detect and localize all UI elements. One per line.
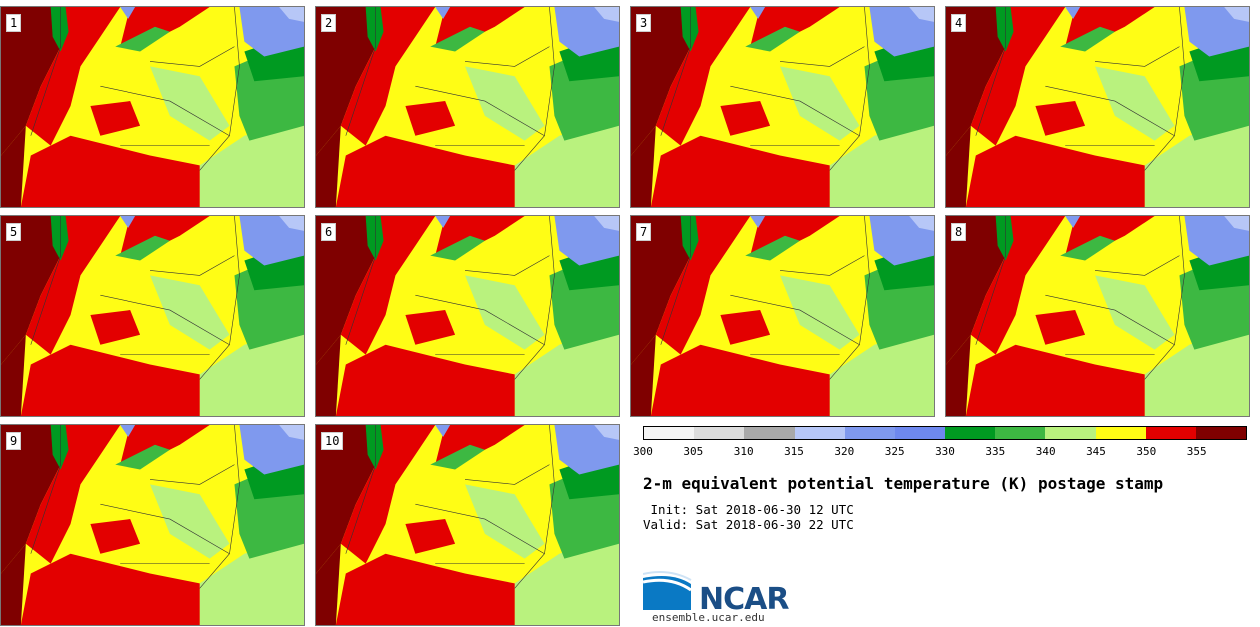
map-field — [316, 425, 619, 625]
colorbar-tick-label: 300 — [633, 445, 653, 458]
colorbar-swatch — [945, 427, 996, 439]
colorbar-swatch — [644, 427, 695, 439]
colorbar-swatch — [844, 427, 895, 439]
colorbar-tick-label: 335 — [985, 445, 1006, 458]
member-panel-7: 7 — [630, 215, 935, 417]
colorbar-tick-label: 355 — [1186, 445, 1207, 458]
colorbar-ticks: 300 305 310 315 320 325 330 335 340 345 350 355 — [633, 445, 1247, 459]
valid-time: Valid: Sat 2018-06-30 22 UTC — [643, 517, 854, 532]
colorbar-tick-label: 310 — [733, 445, 754, 458]
map-field — [1, 7, 304, 207]
panel-number: 3 — [636, 14, 652, 32]
colorbar-swatch — [1145, 427, 1196, 439]
member-panel-9: 9 — [0, 424, 305, 626]
colorbar-swatch — [995, 427, 1046, 439]
site-url: ensemble.ucar.edu — [652, 611, 765, 624]
panel-number: 2 — [321, 14, 337, 32]
member-panel-8: 8 — [945, 215, 1250, 417]
map-field — [1, 216, 304, 416]
panel-number: 9 — [6, 432, 22, 450]
panel-number: 4 — [951, 14, 967, 32]
colorbar-tick-label: 330 — [935, 445, 955, 458]
colorbar-tick-label: 325 — [884, 445, 905, 458]
panel-number: 8 — [951, 223, 967, 241]
member-panel-4: 4 — [945, 6, 1250, 208]
logo-text: NCAR — [699, 582, 789, 617]
panel-number: 6 — [321, 223, 337, 241]
map-field — [1, 425, 304, 625]
colorbar-tick-label: 340 — [1035, 445, 1056, 458]
member-panel-6: 6 — [315, 215, 620, 417]
colorbar-swatch — [894, 427, 946, 439]
colorbar-tick-label: 305 — [683, 445, 704, 458]
member-panel-3: 3 — [630, 6, 935, 208]
colorbar-swatch — [1195, 427, 1247, 439]
colorbar-tick-label: 320 — [834, 445, 855, 458]
map-field — [946, 216, 1249, 416]
map-field — [631, 216, 934, 416]
map-field — [316, 7, 619, 207]
colorbar-swatch — [1045, 427, 1096, 439]
colorbar-tick-label: 315 — [784, 445, 804, 458]
panel-number: 7 — [636, 223, 652, 241]
colorbar-tick-label: 345 — [1086, 445, 1106, 458]
colorbar-swatch — [694, 427, 745, 439]
member-panel-1: 1 — [0, 6, 305, 208]
map-field — [316, 216, 619, 416]
colorbar-swatch — [1095, 427, 1146, 439]
map-field — [631, 7, 934, 207]
colorbar-swatch — [794, 427, 845, 439]
chart-title: 2-m equivalent potential temperature (K)… — [643, 474, 1164, 493]
panel-number: 1 — [6, 14, 22, 32]
init-time: Init: Sat 2018-06-30 12 UTC — [643, 502, 854, 517]
panel-number: 10 — [321, 432, 344, 450]
colorbar — [643, 426, 1247, 440]
member-panel-10: 10 — [315, 424, 620, 626]
colorbar-tick-label: 350 — [1136, 445, 1157, 458]
colorbar-swatch — [744, 427, 795, 439]
ncar-logo-icon — [643, 571, 692, 610]
map-field — [946, 7, 1249, 207]
member-panel-2: 2 — [315, 6, 620, 208]
member-panel-5: 5 — [0, 215, 305, 417]
panel-number: 5 — [6, 223, 22, 241]
